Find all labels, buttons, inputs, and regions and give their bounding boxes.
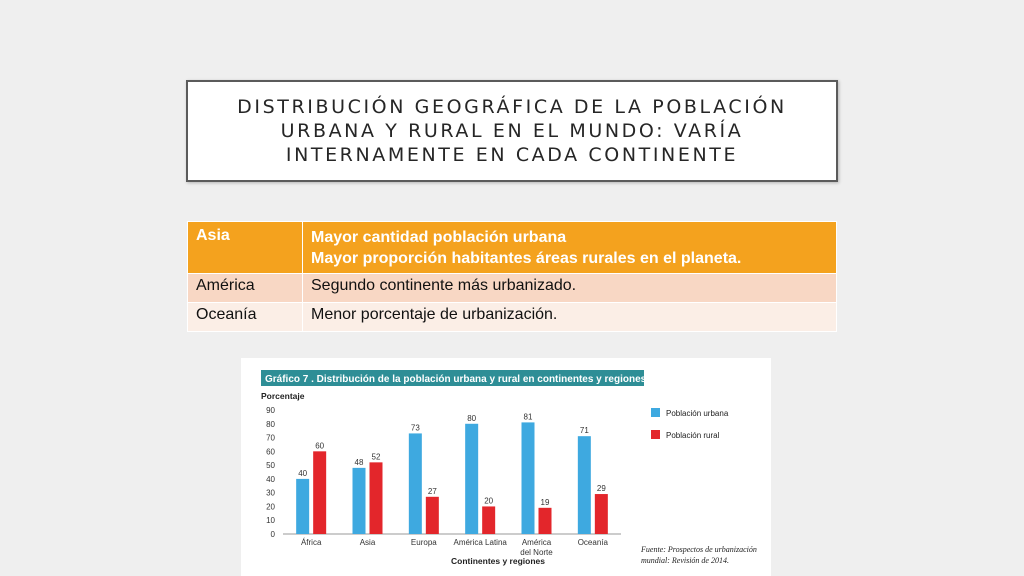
data-label: 73: [411, 423, 420, 432]
data-label: 19: [541, 498, 550, 507]
data-label: 48: [355, 458, 364, 467]
y-tick-label: 30: [266, 489, 275, 498]
y-tick-label: 90: [266, 406, 275, 415]
table-cell-region: Asia: [187, 221, 303, 274]
x-axis-label: Continentes y regiones: [451, 556, 545, 566]
data-label: 27: [428, 487, 437, 496]
y-tick-label: 20: [266, 502, 275, 511]
y-axis-label: Porcentaje: [261, 391, 305, 401]
source-note-line-2: mundial: Revisión de 2014.: [641, 556, 729, 565]
chart-title: Gráfico 7 . Distribución de la población…: [265, 374, 647, 385]
data-label: 60: [315, 441, 324, 450]
bar: [538, 507, 552, 534]
bar: [408, 433, 422, 534]
table-row: Oceanía Menor porcentaje de urbanización…: [187, 302, 837, 332]
y-tick-label: 50: [266, 461, 275, 470]
legend-label: Población rural: [666, 431, 720, 440]
bar: [425, 496, 439, 534]
table-row: Asia Mayor cantidad población urbana May…: [187, 221, 837, 274]
legend-swatch: [651, 408, 660, 417]
slide-title-box: DISTRIBUCIÓN GEOGRÁFICA DE LA POBLACIÓN …: [186, 80, 838, 182]
data-label: 71: [580, 426, 589, 435]
x-tick-label: África: [301, 538, 322, 547]
bar: [577, 436, 591, 534]
data-label: 52: [372, 452, 381, 461]
data-label: 81: [524, 412, 533, 421]
y-axis-ticks: 0 10 20 30 40 50 60 70 80 90: [266, 406, 275, 539]
data-label: 80: [467, 414, 476, 423]
bar: [296, 478, 310, 534]
bars-group: 40 60 África 48 52 Asia 73 27 Europa 80 20 América …: [296, 412, 609, 557]
legend: Población urbana Población rural: [651, 408, 729, 440]
table-cell-region: América: [187, 273, 303, 303]
table-cell-region: Oceanía: [187, 302, 303, 332]
table-row: América Segundo continente más urbanizad…: [187, 273, 837, 303]
bar: [465, 423, 479, 534]
bar-chart-image: Gráfico 7 . Distribución de la población…: [241, 358, 771, 576]
source-note-line-1: Fuente: Prospectos de urbanización: [640, 545, 757, 554]
x-tick-label: América: [522, 538, 552, 547]
bar-chart: Gráfico 7 . Distribución de la población…: [261, 370, 757, 566]
x-tick-label: del Norte: [520, 548, 553, 557]
chart-title-band: [261, 370, 644, 386]
x-tick-label: Asia: [360, 538, 376, 547]
y-tick-label: 10: [266, 516, 275, 525]
y-tick-label: 40: [266, 475, 275, 484]
bar: [313, 451, 327, 534]
x-tick-label: América Latina: [453, 538, 507, 547]
table-cell-description: Menor porcentaje de urbanización.: [302, 302, 837, 332]
continent-info-table: Asia Mayor cantidad población urbana May…: [187, 221, 837, 332]
data-label: 20: [484, 496, 493, 505]
y-tick-label: 80: [266, 420, 275, 429]
data-label: 40: [298, 469, 307, 478]
slide-title: DISTRIBUCIÓN GEOGRÁFICA DE LA POBLACIÓN …: [237, 96, 787, 166]
x-tick-label: Oceanía: [578, 538, 609, 547]
y-tick-label: 70: [266, 434, 275, 443]
data-label: 29: [597, 484, 606, 493]
bar: [352, 467, 366, 534]
y-tick-label: 0: [271, 530, 276, 539]
table-cell-description: Mayor cantidad población urbana Mayor pr…: [302, 221, 837, 274]
table-cell-description: Segundo continente más urbanizado.: [302, 273, 837, 303]
bar: [369, 462, 383, 534]
bar: [594, 494, 608, 534]
legend-label: Población urbana: [666, 409, 729, 418]
y-tick-label: 60: [266, 447, 275, 456]
x-tick-label: Europa: [411, 538, 437, 547]
bar: [521, 422, 535, 534]
legend-swatch: [651, 430, 660, 439]
bar: [482, 506, 496, 534]
